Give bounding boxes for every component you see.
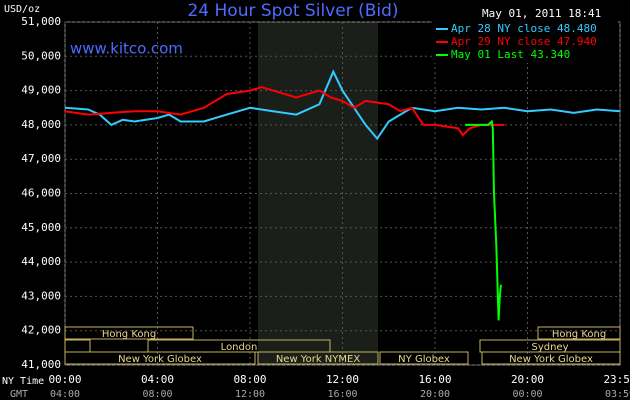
y-tick-label: 41,000 bbox=[21, 358, 61, 371]
session-label: Hong Kong bbox=[102, 329, 156, 340]
x2-tick-label: 04:00 bbox=[50, 389, 80, 400]
shaded-session bbox=[258, 22, 378, 365]
x-tick-label: 20:00 bbox=[511, 373, 544, 386]
series-line bbox=[64, 86, 505, 137]
y-tick-label: 43,000 bbox=[21, 289, 61, 302]
y-tick-label: 50,000 bbox=[21, 49, 61, 62]
x-tick-label: 00:00 bbox=[48, 373, 81, 386]
x2-tick-label: 00:00 bbox=[512, 389, 542, 400]
session-box bbox=[257, 351, 379, 365]
x2-tick-label: 12:00 bbox=[235, 389, 265, 400]
x2-tick-label: 20:00 bbox=[420, 389, 450, 400]
x2-tick-label: 03:59 bbox=[605, 389, 630, 400]
session-label: New York Globex bbox=[509, 354, 593, 365]
watermark: www.kitco.com bbox=[70, 40, 183, 58]
legend-label: Apr 28 NY close 48.480 bbox=[451, 22, 597, 35]
x-axis-label: NY Time bbox=[2, 376, 44, 387]
session-box bbox=[64, 351, 256, 365]
x-tick-label: 23:59 bbox=[603, 373, 630, 386]
y-tick-label: 48,000 bbox=[21, 118, 61, 131]
session-label: Sydney bbox=[531, 342, 568, 353]
session-box bbox=[481, 351, 621, 365]
y-tick-label: 47,000 bbox=[21, 152, 61, 165]
x2-tick-label: 08:00 bbox=[142, 389, 172, 400]
x2-tick-label: 16:00 bbox=[327, 389, 357, 400]
x-tick-label: 04:00 bbox=[141, 373, 174, 386]
x-tick-label: 16:00 bbox=[418, 373, 451, 386]
session-box bbox=[379, 351, 469, 365]
x-tick-label: 12:00 bbox=[326, 373, 359, 386]
session-label: London bbox=[221, 342, 258, 353]
timestamp: May 01, 2011 18:41 bbox=[482, 7, 601, 20]
y-tick-label: 49,000 bbox=[21, 84, 61, 97]
session-box bbox=[64, 326, 194, 340]
session-label: NY Globex bbox=[398, 354, 450, 365]
series-line bbox=[64, 69, 621, 141]
y-tick-label: 51,000 bbox=[21, 15, 61, 28]
y-tick-label: 45,000 bbox=[21, 221, 61, 234]
legend-box bbox=[432, 21, 618, 63]
session-label: New York NYMEX bbox=[276, 354, 361, 365]
series-line bbox=[465, 119, 502, 321]
y-tick-label: 44,000 bbox=[21, 255, 61, 268]
x2-axis-label: GMT bbox=[10, 389, 28, 400]
legend-label: May 01 Last 43.340 bbox=[451, 48, 570, 61]
y-tick-label: 42,000 bbox=[21, 324, 61, 337]
x-tick-label: 08:00 bbox=[233, 373, 266, 386]
y-tick-label: 46,000 bbox=[21, 187, 61, 200]
y-axis-label: USD/oz bbox=[4, 4, 40, 15]
chart-title: 24 Hour Spot Silver (Bid) bbox=[187, 1, 398, 21]
session-box bbox=[537, 326, 621, 340]
legend-label: Apr 29 NY close 47.940 bbox=[451, 35, 597, 48]
session-label: Hong Kong bbox=[552, 329, 606, 340]
session-label: New York Globex bbox=[118, 354, 202, 365]
